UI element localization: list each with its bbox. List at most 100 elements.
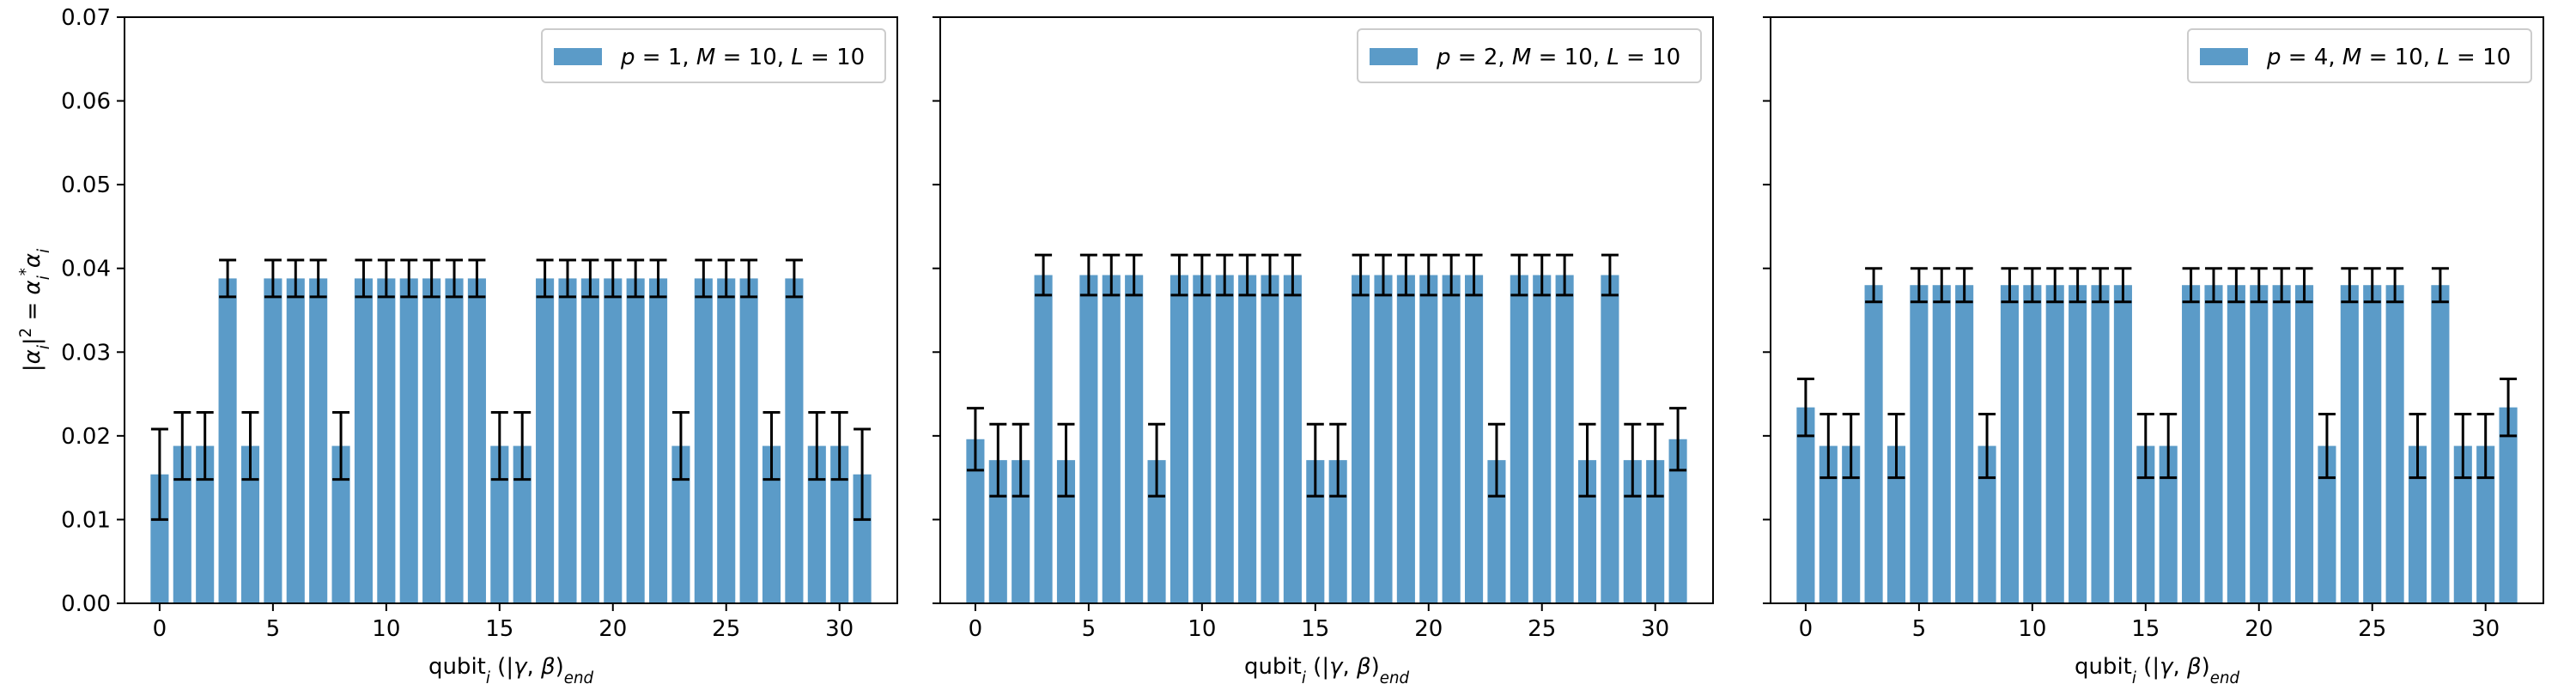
bar	[445, 278, 464, 603]
bar	[2091, 285, 2110, 603]
bar	[1170, 275, 1188, 603]
legend-box	[2187, 28, 2532, 83]
bar	[1842, 445, 1861, 603]
bar	[2272, 285, 2291, 603]
x-tick-label: 10	[2018, 616, 2046, 642]
bar	[649, 278, 668, 603]
bar	[1978, 445, 1996, 603]
bar	[671, 445, 690, 603]
legend-box	[541, 28, 886, 83]
chart-panel-3: 0 5 10 15 20 25 30 qubiti (|γ, β)end p = 4, M = …	[1763, 16, 2544, 687]
y-tick-label: 0.06	[61, 89, 111, 115]
bar	[1533, 275, 1552, 603]
bar	[513, 445, 532, 603]
x-tick-label: 30	[1641, 616, 1669, 642]
bar	[218, 278, 237, 603]
bar	[2318, 445, 2336, 603]
bar	[2227, 285, 2245, 603]
x-axis-label: qubiti (|γ, β)end	[2075, 654, 2240, 687]
x-axis-label: qubiti (|γ, β)end	[1244, 654, 1410, 687]
bar	[1193, 275, 1212, 603]
bar	[1215, 275, 1234, 603]
bar	[1125, 275, 1144, 603]
bar	[2250, 285, 2269, 603]
bar	[2182, 285, 2201, 603]
bar	[2136, 445, 2155, 603]
y-tick-label: 0.00	[61, 591, 111, 617]
bar	[1796, 407, 1815, 603]
bar	[1819, 445, 1838, 603]
bar	[1374, 275, 1393, 603]
x-tick-label: 0	[969, 616, 983, 642]
x-tick-label: 5	[1082, 616, 1097, 642]
x-tick-label: 25	[712, 616, 740, 642]
bar	[1283, 275, 1302, 603]
chart-panel-1: 0 5 10 15 20 25 30 0.00 0.01 0.02 0.03 0.04 0.05 0.06…	[17, 5, 898, 687]
x-tick-label: 0	[1799, 616, 1814, 642]
bar	[422, 278, 441, 603]
bar	[1102, 275, 1121, 603]
bar	[173, 445, 191, 603]
bar	[1442, 275, 1461, 603]
legend-label: p = 4, M = 10, L = 10	[2266, 45, 2511, 70]
bar	[2476, 445, 2495, 603]
bar	[2295, 285, 2314, 603]
legend-label: p = 2, M = 10, L = 10	[1436, 45, 1680, 70]
bar	[853, 474, 872, 603]
bar	[1419, 275, 1438, 603]
y-tick-label: 0.04	[61, 257, 111, 282]
x-tick-label: 0	[153, 616, 167, 642]
y-tick-label: 0.05	[61, 172, 111, 198]
y-tick-label: 0.01	[61, 507, 111, 533]
bar	[536, 278, 555, 603]
bar	[2363, 285, 2382, 603]
bar	[626, 278, 645, 603]
bar	[739, 278, 758, 603]
bar	[1932, 285, 1951, 603]
x-tick-label: 10	[372, 616, 400, 642]
bar	[1555, 275, 1574, 603]
x-tick-label: 30	[2471, 616, 2500, 642]
bar	[309, 278, 328, 603]
bar	[2023, 285, 2042, 603]
bar	[2159, 445, 2178, 603]
x-tick-label: 10	[1188, 616, 1216, 642]
bar	[2069, 285, 2087, 603]
x-tick-label: 20	[2245, 616, 2273, 642]
bar	[196, 445, 215, 603]
x-tick-label: 15	[1301, 616, 1329, 642]
bar	[1864, 285, 1883, 603]
bar	[762, 445, 781, 603]
x-axis-label: qubiti (|γ, β)end	[428, 654, 594, 687]
bar	[1079, 275, 1098, 603]
bar	[2453, 445, 2472, 603]
x-tick-label: 20	[1414, 616, 1443, 642]
bar	[1465, 275, 1484, 603]
bar	[1396, 275, 1415, 603]
bar	[1955, 285, 1974, 603]
legend: p = 1, M = 10, L = 10	[541, 28, 886, 83]
x-tick-label: 15	[485, 616, 513, 642]
y-tick-label: 0.02	[61, 424, 111, 450]
axes-frame	[124, 16, 898, 604]
bar	[264, 278, 283, 603]
bar	[694, 278, 713, 603]
bar	[286, 278, 305, 603]
legend: p = 4, M = 10, L = 10	[2187, 28, 2532, 83]
bar	[558, 278, 577, 603]
bar	[1510, 275, 1528, 603]
legend-swatch	[554, 48, 602, 65]
x-tick-label: 15	[2131, 616, 2160, 642]
bar	[580, 278, 599, 603]
bar	[240, 445, 260, 603]
bar	[830, 445, 849, 603]
axes-frame	[939, 16, 1714, 604]
bar	[1034, 275, 1053, 603]
bar	[354, 278, 373, 603]
legend-box	[1357, 28, 1702, 83]
y-tick-label: 0.07	[61, 5, 111, 31]
bar	[2385, 285, 2404, 603]
bar	[150, 474, 169, 603]
